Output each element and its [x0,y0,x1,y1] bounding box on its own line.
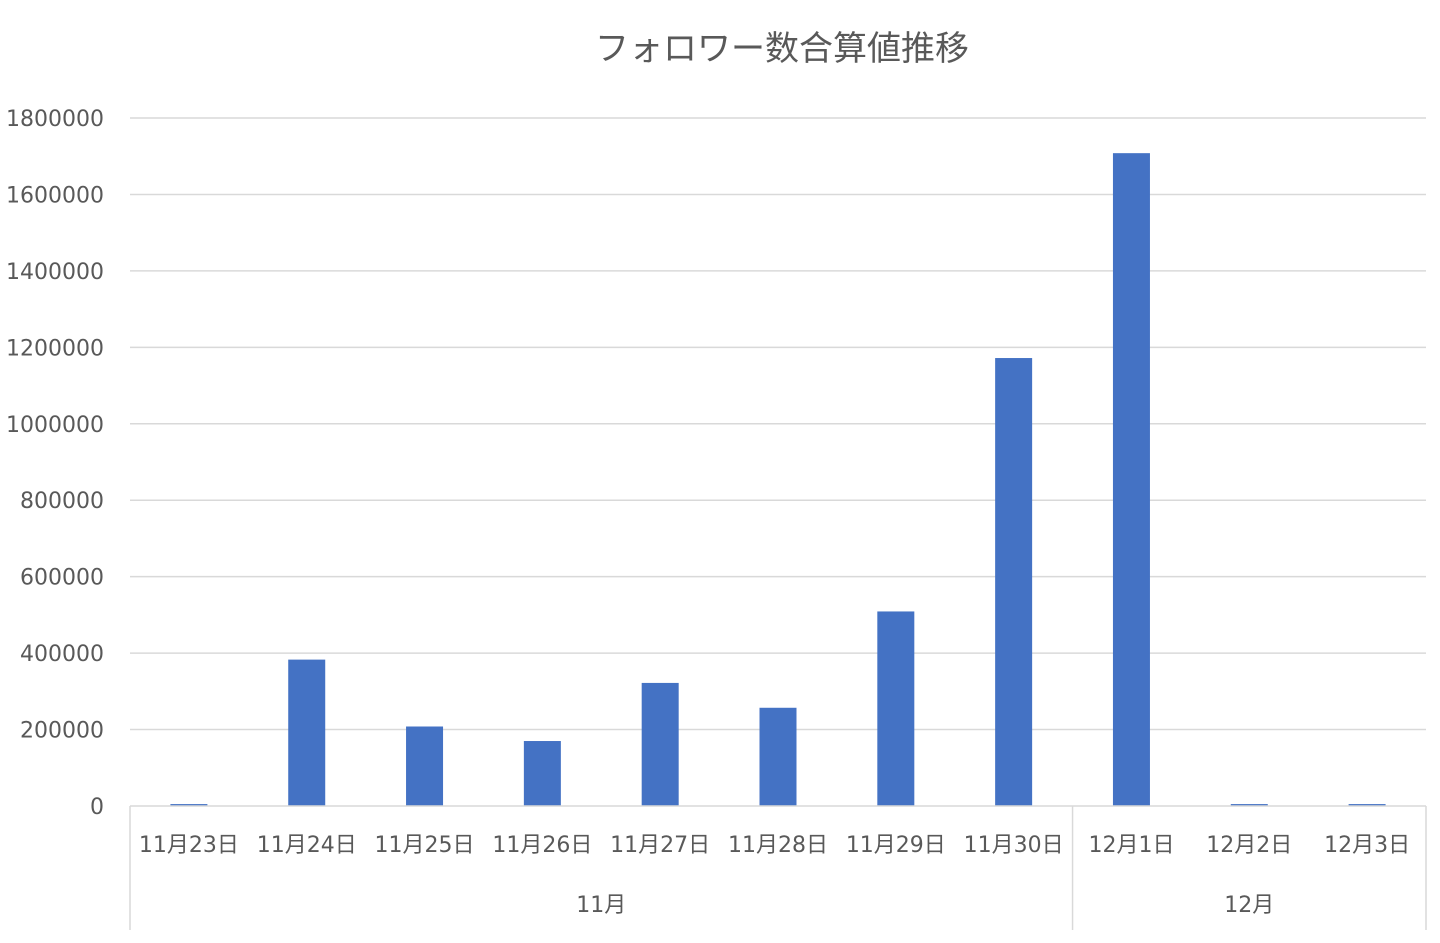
x-tick-label-4: 11月27日 [610,833,710,858]
x-group-label-1: 12月 [1224,893,1274,918]
bar-10 [1348,804,1386,806]
y-tick-label-800000: 800000 [20,489,104,514]
x-axis-ticks: 11月23日 11月24日 11月25日 11月26日 11月27日 11月28日 11月2… [139,833,1410,858]
bar-3 [523,741,561,806]
bar-5 [759,707,797,806]
bar-6 [877,611,915,806]
x-axis-groups: 11月 12月 [576,893,1274,918]
x-tick-label-3: 11月26日 [492,833,592,858]
bar-4 [641,682,679,806]
y-tick-label-1400000: 1400000 [6,260,104,285]
bar-8 [1112,153,1150,807]
gridlines [130,117,1426,731]
chart-title: フォロワー数合算値推移 [595,29,969,69]
bars [170,153,1386,807]
x-tick-label-8: 12月1日 [1088,833,1174,858]
x-tick-label-2: 11月25日 [375,833,475,858]
bar-9 [1230,804,1268,806]
y-tick-label-1000000: 1000000 [6,413,104,438]
bar-2 [406,726,444,806]
x-tick-label-1: 11月24日 [257,833,357,858]
x-group-label-0: 11月 [576,893,626,918]
y-tick-label-0: 0 [90,795,104,820]
x-tick-label-7: 11月30日 [964,833,1064,858]
bar-1 [288,659,326,806]
y-axis-ticks: 0 200000 400000 600000 800000 1000000 1200000 1… [6,107,104,820]
x-tick-label-0: 11月23日 [139,833,239,858]
bar-7 [995,358,1033,806]
bar-0 [170,804,208,806]
x-tick-label-5: 11月28日 [728,833,828,858]
x-tick-label-10: 12月3日 [1324,833,1410,858]
y-tick-label-200000: 200000 [20,719,104,744]
x-tick-label-9: 12月2日 [1206,833,1292,858]
y-tick-label-600000: 600000 [20,566,104,591]
y-tick-label-1800000: 1800000 [6,107,104,132]
y-tick-label-1600000: 1600000 [6,183,104,208]
y-tick-label-1200000: 1200000 [6,336,104,361]
y-tick-label-400000: 400000 [20,642,104,667]
x-axis [129,805,1427,930]
x-tick-label-6: 11月29日 [846,833,946,858]
